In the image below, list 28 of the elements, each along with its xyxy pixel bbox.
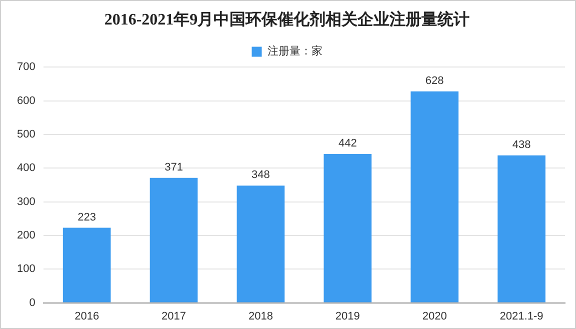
bar	[498, 155, 546, 302]
data-label: 628	[425, 74, 444, 87]
y-tick-label: 0	[29, 296, 36, 309]
x-tick-label: 2020	[422, 310, 447, 322]
y-tick-label: 500	[16, 128, 36, 141]
x-tick-label: 2016	[74, 310, 100, 322]
bar	[410, 91, 458, 302]
x-tick-label: 2021.1-9	[500, 310, 544, 322]
data-label: 348	[252, 169, 270, 182]
data-label: 442	[338, 138, 357, 150]
y-tick-label: 400	[16, 162, 36, 174]
y-tick-label: 600	[16, 94, 36, 107]
bar	[62, 228, 111, 302]
bar	[236, 186, 285, 302]
legend-label: 注册量：家	[267, 44, 322, 58]
x-tick-label: 2017	[162, 310, 186, 322]
data-label: 371	[164, 161, 183, 174]
bar	[324, 154, 372, 302]
y-tick-label: 200	[16, 230, 36, 242]
x-tick-label: 2018	[248, 310, 273, 322]
y-tick-label: 300	[16, 196, 36, 208]
bar	[150, 178, 198, 302]
x-tick-label: 2019	[335, 310, 360, 322]
data-label: 438	[512, 138, 531, 151]
chart-title: 2016-2021年9月中国环保催化剂相关企业注册量统计	[104, 10, 470, 29]
y-tick-label: 100	[16, 263, 36, 276]
y-tick-label: 700	[16, 61, 36, 74]
data-label: 223	[78, 211, 96, 224]
